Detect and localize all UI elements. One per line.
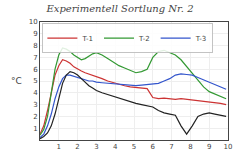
svg-text:7: 7 (33, 54, 37, 62)
svg-text:2: 2 (75, 143, 79, 151)
svg-text:5: 5 (33, 77, 37, 85)
svg-text:7: 7 (169, 143, 173, 151)
svg-text:T-2: T-2 (138, 35, 150, 43)
svg-text:°C: °C (11, 76, 22, 86)
svg-text:1: 1 (57, 143, 61, 151)
svg-text:10: 10 (29, 18, 38, 26)
svg-text:T-1: T-1 (81, 35, 93, 43)
svg-text:10: 10 (224, 143, 233, 151)
svg-text:4: 4 (113, 143, 118, 151)
svg-text:T-3: T-3 (195, 35, 207, 43)
svg-text:8: 8 (33, 42, 37, 50)
svg-text:6: 6 (151, 143, 156, 151)
svg-text:3: 3 (33, 101, 37, 109)
svg-text:3: 3 (94, 143, 98, 151)
svg-text:Experimentell Sortlung Nr. 2: Experimentell Sortlung Nr. 2 (45, 3, 193, 14)
svg-text:8: 8 (188, 143, 192, 151)
svg-text:9: 9 (207, 143, 211, 151)
svg-text:6: 6 (33, 66, 38, 74)
svg-text:5: 5 (132, 143, 136, 151)
svg-text:9: 9 (33, 30, 37, 38)
svg-text:2: 2 (33, 113, 37, 121)
svg-text:1: 1 (33, 125, 37, 133)
svg-text:4: 4 (33, 89, 38, 97)
